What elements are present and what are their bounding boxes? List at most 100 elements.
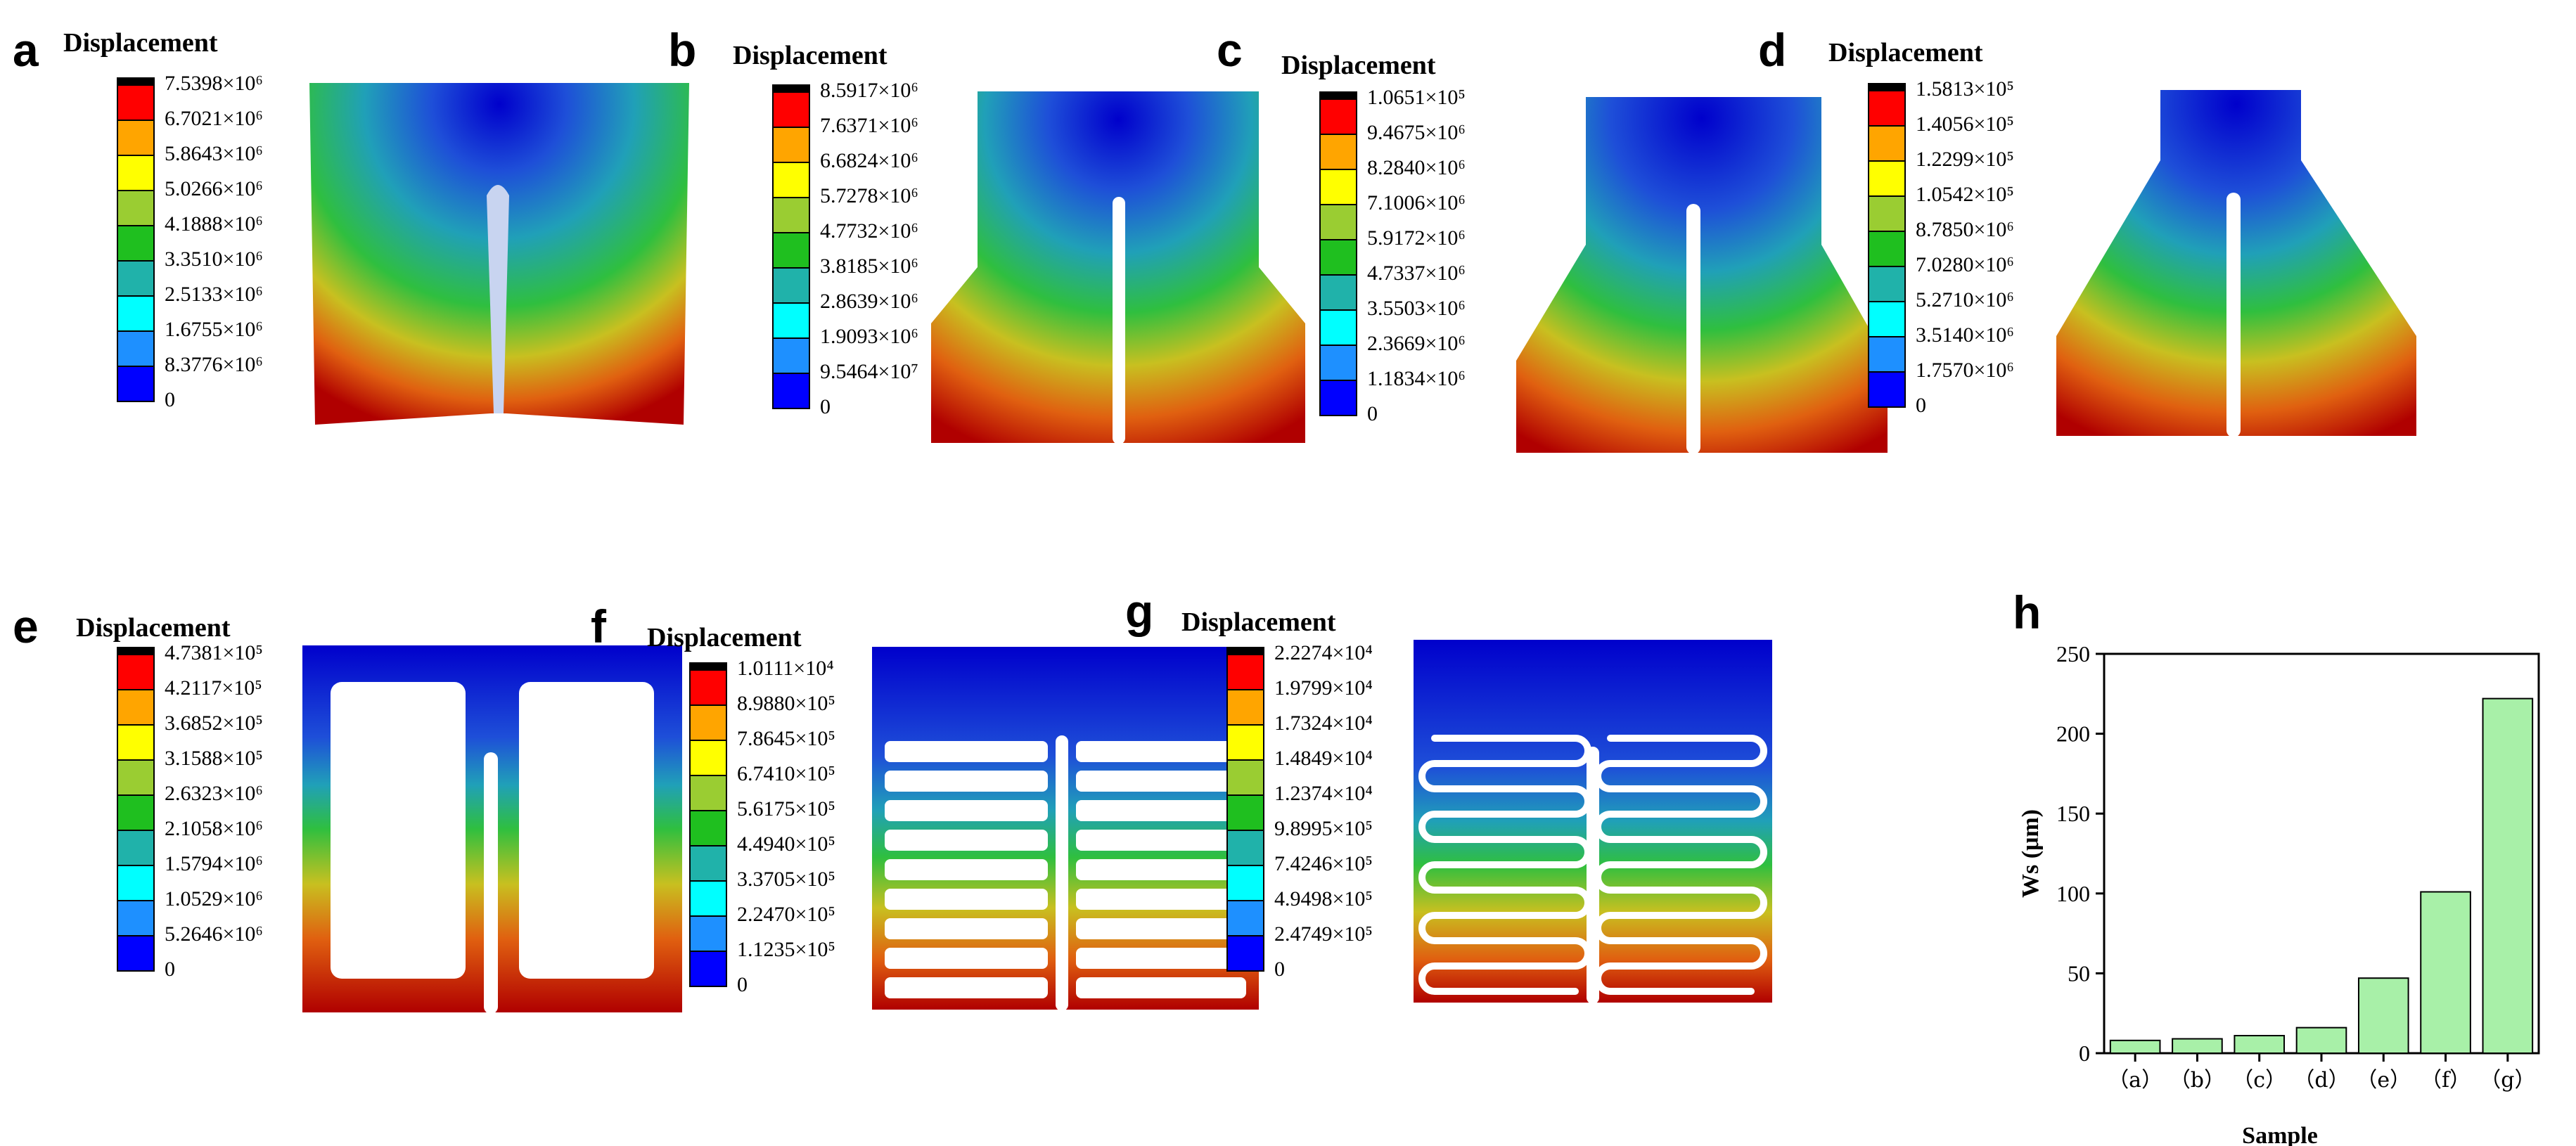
colorbar-tick-label: 6.7021×10⁶ <box>165 107 263 130</box>
simulation-plot-f <box>872 647 1259 1010</box>
colorbar-cap <box>1228 648 1263 654</box>
colorbar-tick-label: 9.4675×10⁶ <box>1367 121 1466 144</box>
colorbar-cell <box>118 155 153 190</box>
x-tick-label: （b） <box>2170 1068 2225 1093</box>
simulation-plot-d <box>2053 90 2419 442</box>
simulation-plot-c <box>1512 97 1892 456</box>
colorbar-cell <box>118 759 153 794</box>
colorbar-cell <box>118 865 153 900</box>
y-tick-label: 250 <box>2056 641 2090 667</box>
colorbar-cell <box>1321 274 1356 309</box>
colorbar-cell <box>691 669 726 704</box>
colorbar-tick-label: 7.4246×10⁵ <box>1274 852 1373 875</box>
colorbar-cap <box>1321 93 1356 98</box>
colorbar-cell <box>1869 231 1904 266</box>
panel-label: f <box>591 600 606 652</box>
colorbar-tick-label: 7.0280×10⁶ <box>1916 253 2014 276</box>
colorbar-tick-label: 6.6824×10⁶ <box>820 149 918 172</box>
colorbar-cap <box>118 648 153 654</box>
colorbar-cell <box>1321 169 1356 204</box>
colorbar-cell <box>1869 371 1904 406</box>
colorbar-cell <box>691 810 726 845</box>
colorbar-cell <box>691 845 726 880</box>
panel-label: e <box>13 600 39 652</box>
colorbar-tick-label: 0 <box>165 958 175 981</box>
colorbar-cap <box>691 664 726 669</box>
colorbar-tick-label: 1.1235×10⁵ <box>737 938 835 961</box>
y-axis-label: Ws (μm) <box>2018 809 2044 898</box>
colorbar-tick-label: 5.7278×10⁶ <box>820 184 918 207</box>
colorbar-cell <box>118 724 153 759</box>
colorbar-tick-label: 2.2274×10⁴ <box>1274 641 1373 664</box>
colorbar-title: Displacement <box>647 623 802 652</box>
colorbar-title: Displacement <box>733 41 887 70</box>
colorbar-cell <box>1228 689 1263 724</box>
colorbar-tick-label: 4.7732×10⁶ <box>820 219 918 243</box>
colorbar-tick-label: 2.2470×10⁵ <box>737 903 835 926</box>
simulation-plot-g <box>1414 640 1772 1003</box>
x-tick-label: （g） <box>2480 1068 2535 1093</box>
colorbar-cell <box>1869 160 1904 195</box>
colorbar-tick-label: 2.4749×10⁵ <box>1274 922 1373 946</box>
colorbar-cell <box>1869 336 1904 371</box>
simulation-plot-e <box>302 645 682 1012</box>
colorbar-tick-label: 1.5794×10⁶ <box>165 852 263 875</box>
colorbar-tick-label: 3.5140×10⁶ <box>1916 323 2014 347</box>
colorbar-cell <box>691 880 726 915</box>
colorbar-tick-label: 0 <box>1274 958 1285 981</box>
colorbar-tick-label: 4.9498×10⁵ <box>1274 887 1373 910</box>
colorbar-tick-label: 8.7850×10⁶ <box>1916 218 2014 241</box>
colorbar-tick-label: 1.5813×10⁵ <box>1916 77 2014 101</box>
colorbar-tick-label: 4.1888×10⁶ <box>165 212 263 236</box>
colorbar-tick-label: 0 <box>1367 402 1378 425</box>
colorbar-tick-label: 9.5464×10⁷ <box>820 360 918 383</box>
colorbar-cap <box>118 79 153 84</box>
colorbar-cell <box>1869 125 1904 160</box>
colorbar-cell <box>691 740 726 775</box>
colorbar-tick-label: 3.3705×10⁵ <box>737 868 835 891</box>
colorbar-cell <box>118 794 153 830</box>
bar <box>2420 891 2471 1054</box>
colorbar-tick-label: 5.8643×10⁶ <box>165 142 263 165</box>
colorbar-tick-label: 7.1006×10⁶ <box>1367 191 1466 214</box>
colorbar-cap <box>774 86 809 91</box>
colorbar-cell <box>774 162 809 197</box>
x-tick-label: （c） <box>2232 1068 2286 1093</box>
colorbar-cell <box>1228 865 1263 900</box>
colorbar-cell <box>118 654 153 689</box>
colorbar-cell <box>1228 900 1263 935</box>
colorbar-cell <box>1869 195 1904 231</box>
colorbar-tick-label: 1.6755×10⁶ <box>165 318 263 341</box>
colorbar <box>689 662 727 987</box>
panel-label: b <box>668 24 697 76</box>
colorbar-tick-label: 3.1588×10⁵ <box>165 747 263 770</box>
colorbar-cell <box>118 84 153 120</box>
colorbar-title: Displacement <box>1828 38 1983 67</box>
y-tick-label: 150 <box>2056 801 2090 826</box>
bar <box>2109 1039 2161 1054</box>
colorbar-cell <box>118 830 153 865</box>
colorbar-cell <box>774 91 809 127</box>
colorbar-tick-label: 1.2299×10⁵ <box>1916 148 2014 171</box>
colorbar-title: Displacement <box>1281 51 1436 80</box>
colorbar-title: Displacement <box>1181 607 1336 637</box>
colorbar-cell <box>118 260 153 295</box>
colorbar-tick-label: 1.1834×10⁶ <box>1367 367 1466 390</box>
y-tick-label: 50 <box>2068 960 2090 986</box>
colorbar-cell <box>118 935 153 970</box>
simulation-plot-b <box>928 91 1308 443</box>
colorbar-cell <box>691 951 726 986</box>
colorbar-cell <box>774 267 809 302</box>
bar <box>2482 697 2534 1055</box>
colorbar <box>1226 647 1264 972</box>
colorbar-tick-label: 9.8995×10⁵ <box>1274 817 1373 840</box>
colorbar-cell <box>1228 759 1263 794</box>
colorbar-tick-label: 3.5503×10⁶ <box>1367 297 1466 320</box>
colorbar-cell <box>1321 239 1356 274</box>
colorbar-cell <box>1228 724 1263 759</box>
bar <box>2295 1026 2347 1054</box>
colorbar-cell <box>1869 90 1904 125</box>
bar <box>2234 1035 2286 1055</box>
colorbar-cell <box>118 295 153 330</box>
colorbar-cell <box>118 120 153 155</box>
